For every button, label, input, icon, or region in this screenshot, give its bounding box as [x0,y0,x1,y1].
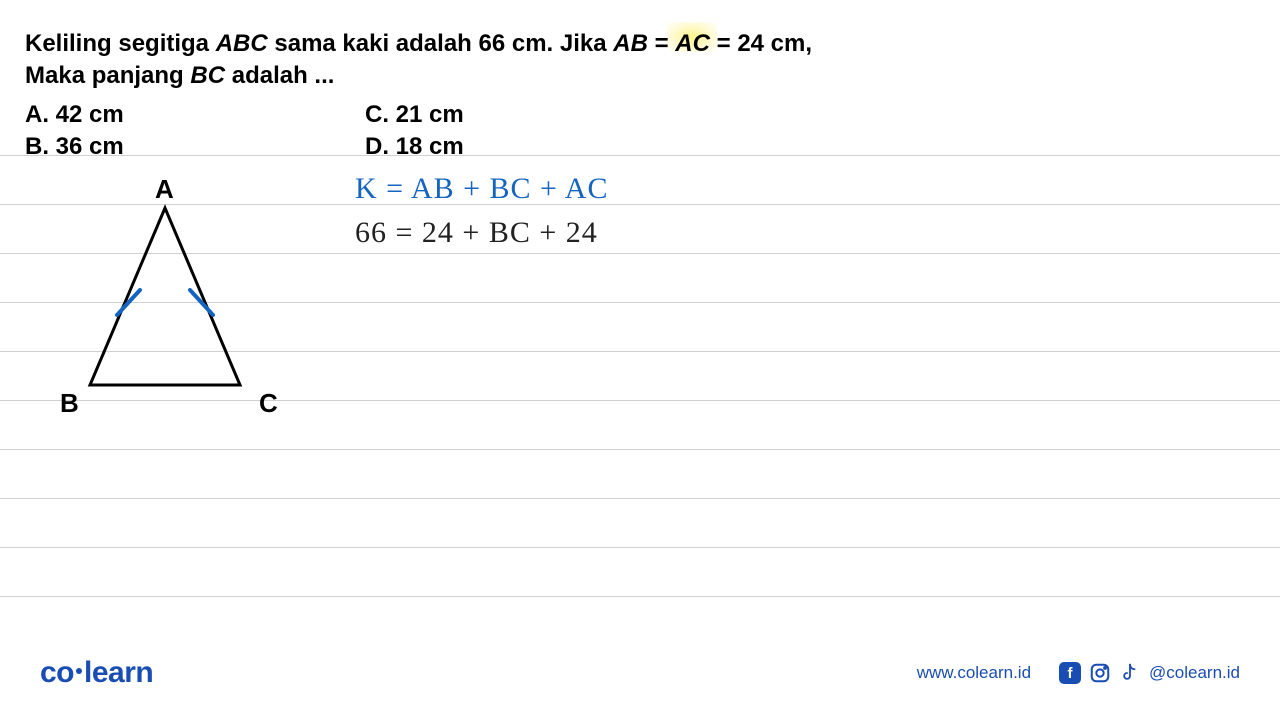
rule-line [0,596,1280,597]
triangle-shape [90,208,240,385]
logo-learn: learn [84,656,153,689]
option-b: B. 36 cm [25,131,365,163]
instagram-icon [1089,662,1111,684]
option-d: D. 18 cm [365,131,464,163]
rule-line [0,449,1280,450]
text-segment: Maka panjang [25,62,190,89]
logo-dot-icon [76,668,82,674]
var-abc: ABC [216,30,268,57]
rule-line [0,547,1280,548]
social-block: f @colearn.id [1059,662,1240,684]
brand-logo: colearn [40,656,153,690]
formula-line: K = AB + BC + AC [355,172,608,206]
footer-right: www.colearn.id f @colearn.id [917,662,1240,684]
triangle-diagram: A B C [55,170,305,420]
rule-line [0,498,1280,499]
text-segment: Keliling segitiga [25,30,216,57]
tiktok-icon [1119,662,1141,684]
text-segment: adalah ... [225,62,334,89]
text-segment: = 24 cm, [710,30,812,57]
social-handle: @colearn.id [1149,663,1240,683]
var-bc: BC [190,62,225,89]
text-segment: sama kaki adalah 66 cm. Jika [268,30,614,57]
option-c: C. 21 cm [365,99,464,131]
text-segment: = [648,30,675,57]
var-ac-highlighted: AC [675,28,710,60]
option-column-1: A. 42 cm B. 36 cm [25,99,365,164]
option-column-2: C. 21 cm D. 18 cm [365,99,464,164]
website-url: www.colearn.id [917,663,1031,683]
facebook-icon: f [1059,662,1081,684]
options-row: A. 42 cm B. 36 cm C. 21 cm D. 18 cm [25,99,1255,164]
var-ab: AB [613,30,648,57]
triangle-svg [75,200,275,400]
option-a: A. 42 cm [25,99,365,131]
question-line-1: Keliling segitiga ABC sama kaki adalah 6… [25,28,1255,60]
question-block: Keliling segitiga ABC sama kaki adalah 6… [0,0,1280,164]
logo-co: co [40,656,74,689]
footer: colearn www.colearn.id f @colearn.id [0,656,1280,690]
handwritten-work: K = AB + BC + AC 66 = 24 + BC + 24 [355,172,608,250]
question-line-2: Maka panjang BC adalah ... [25,60,1255,92]
substitution-line: 66 = 24 + BC + 24 [355,216,608,250]
